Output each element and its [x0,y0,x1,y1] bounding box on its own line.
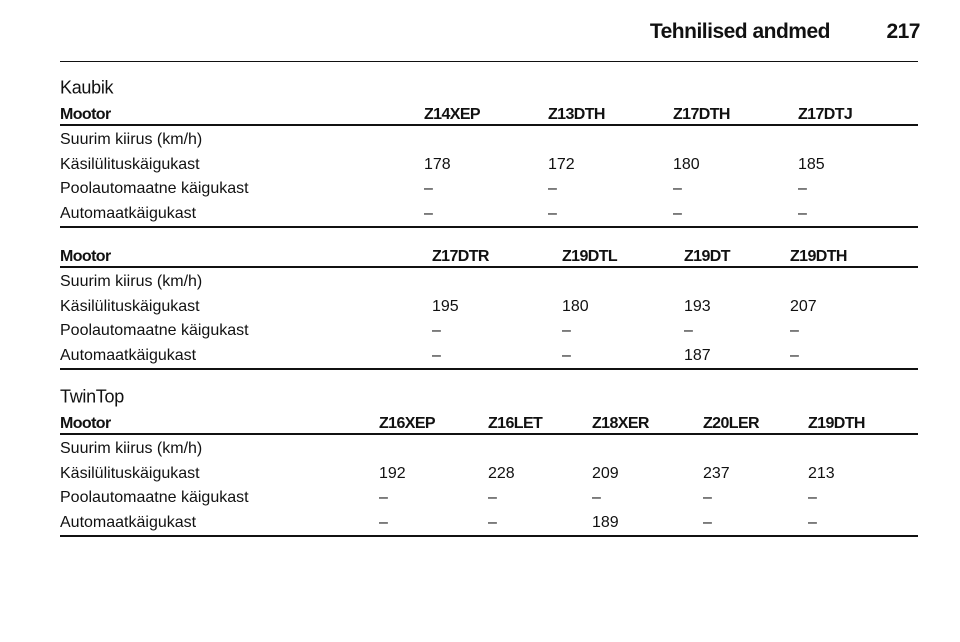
cell: – [562,322,571,339]
column-header: Z19DTH [808,415,865,432]
row-label: Käsilülituskäigukast [60,155,200,173]
cell: 172 [548,155,575,173]
cell: – [798,180,807,197]
cell: – [488,513,497,531]
cell: 228 [488,464,515,482]
column-header: Mootor [60,248,111,265]
column-header: Z17DTH [673,106,730,123]
page-title: Tehnilised andmed [649,20,831,43]
cell: – [808,513,817,531]
column-header: Z16LET [488,415,543,432]
cell: 187 [684,346,711,364]
cell: – [673,180,682,197]
cell: – [424,204,433,222]
cell: – [548,180,557,197]
table-bottom-rule [60,367,918,370]
row-label: Poolautomaatne käigukast [60,322,249,339]
cell: – [703,489,712,506]
cell: 189 [592,513,619,531]
cell: 185 [798,155,825,173]
header-rule [60,433,918,435]
cell: – [808,489,817,506]
header-rule [60,266,918,268]
row-label: Automaatkäigukast [60,204,197,222]
row-label: Suurim kiirus (km/h) [60,131,203,148]
cell: – [424,180,433,197]
cell: – [432,322,441,339]
header-rule [60,61,918,62]
cell: 195 [432,297,459,315]
cell: – [790,322,799,339]
row-label: Käsilülituskäigukast [60,297,200,315]
cell: – [703,513,712,531]
row-label: Käsilülituskäigukast [60,464,200,482]
row-label: Suurim kiirus (km/h) [60,440,203,457]
column-header: Mootor [60,415,111,432]
column-header: Z13DTH [548,106,605,123]
cell: 209 [592,464,619,482]
cell: – [798,204,807,222]
column-header: Z14XEP [424,106,481,123]
cell: – [432,346,441,364]
cell: – [592,489,601,506]
cell: 192 [379,464,406,482]
header-rule [60,124,918,126]
cell: – [548,204,557,222]
column-header: Z17DTR [432,248,489,265]
cell: 178 [424,155,451,173]
column-header: Z16XEP [379,415,436,432]
column-header: Z19DTL [562,248,618,265]
section-title: Kaubik [60,77,114,98]
row-label: Suurim kiirus (km/h) [60,273,203,290]
column-header: Z18XER [592,415,649,432]
row-label: Automaatkäigukast [60,513,197,531]
cell: – [379,489,388,506]
page-number: 217 [886,20,920,43]
cell: 237 [703,464,730,482]
cell: – [562,346,571,364]
cell: 180 [673,155,700,173]
cell: – [488,489,497,506]
cell: 193 [684,297,711,315]
cell: 213 [808,464,835,482]
cell: – [673,204,682,222]
cell: – [684,322,693,339]
column-header: Z19DT [684,248,731,265]
row-label: Automaatkäigukast [60,346,197,364]
cell: 207 [790,297,817,315]
column-header: Z19DTH [790,248,847,265]
column-header: Z20LER [703,415,760,432]
row-label: Poolautomaatne käigukast [60,180,249,197]
column-header: Mootor [60,106,111,123]
cell: – [790,346,799,364]
cell: – [379,513,388,531]
column-header: Z17DTJ [798,106,853,123]
cell: 180 [562,297,589,315]
table-bottom-rule [60,534,918,537]
table-bottom-rule [60,225,918,228]
row-label: Poolautomaatne käigukast [60,489,249,506]
section-title: TwinTop [60,386,124,407]
